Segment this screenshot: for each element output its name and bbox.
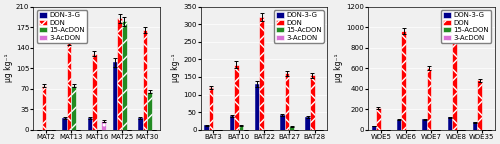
- Bar: [452, 22, 456, 130]
- Bar: [478, 80, 482, 130]
- Bar: [255, 84, 260, 130]
- Bar: [427, 68, 432, 130]
- Bar: [422, 119, 427, 130]
- Bar: [67, 42, 71, 130]
- Bar: [372, 126, 376, 130]
- Y-axis label: µg kg⁻¹: µg kg⁻¹: [334, 54, 343, 82]
- Bar: [88, 118, 92, 130]
- Bar: [310, 75, 314, 130]
- Y-axis label: µg kg⁻¹: µg kg⁻¹: [4, 54, 13, 82]
- Bar: [209, 88, 214, 130]
- Bar: [397, 120, 402, 130]
- Bar: [284, 73, 290, 130]
- Bar: [238, 125, 244, 130]
- Bar: [118, 18, 122, 130]
- Bar: [122, 21, 126, 130]
- Bar: [473, 123, 478, 130]
- Bar: [138, 118, 142, 130]
- Bar: [148, 92, 152, 130]
- Bar: [72, 86, 76, 130]
- Bar: [142, 30, 148, 130]
- Bar: [376, 108, 381, 130]
- Bar: [113, 62, 117, 130]
- Bar: [280, 115, 284, 130]
- Bar: [102, 121, 106, 130]
- Legend: DON-3-G, DON, 15-AcDON, 3-AcDON: DON-3-G, DON, 15-AcDON, 3-AcDON: [37, 10, 87, 43]
- Bar: [230, 116, 234, 130]
- Bar: [306, 117, 310, 130]
- Bar: [42, 86, 46, 130]
- Bar: [448, 117, 452, 130]
- Legend: DON-3-G, DON, 15-AcDON, 3-AcDON: DON-3-G, DON, 15-AcDON, 3-AcDON: [274, 10, 324, 43]
- Bar: [92, 54, 96, 130]
- Bar: [260, 17, 264, 130]
- Bar: [234, 65, 238, 130]
- Y-axis label: µg kg⁻¹: µg kg⁻¹: [172, 54, 180, 82]
- Bar: [402, 31, 406, 130]
- Bar: [204, 125, 209, 130]
- Legend: DON-3-G, DON, 15-AcDON, 3-AcDON: DON-3-G, DON, 15-AcDON, 3-AcDON: [441, 10, 491, 43]
- Bar: [62, 118, 67, 130]
- Bar: [290, 126, 294, 130]
